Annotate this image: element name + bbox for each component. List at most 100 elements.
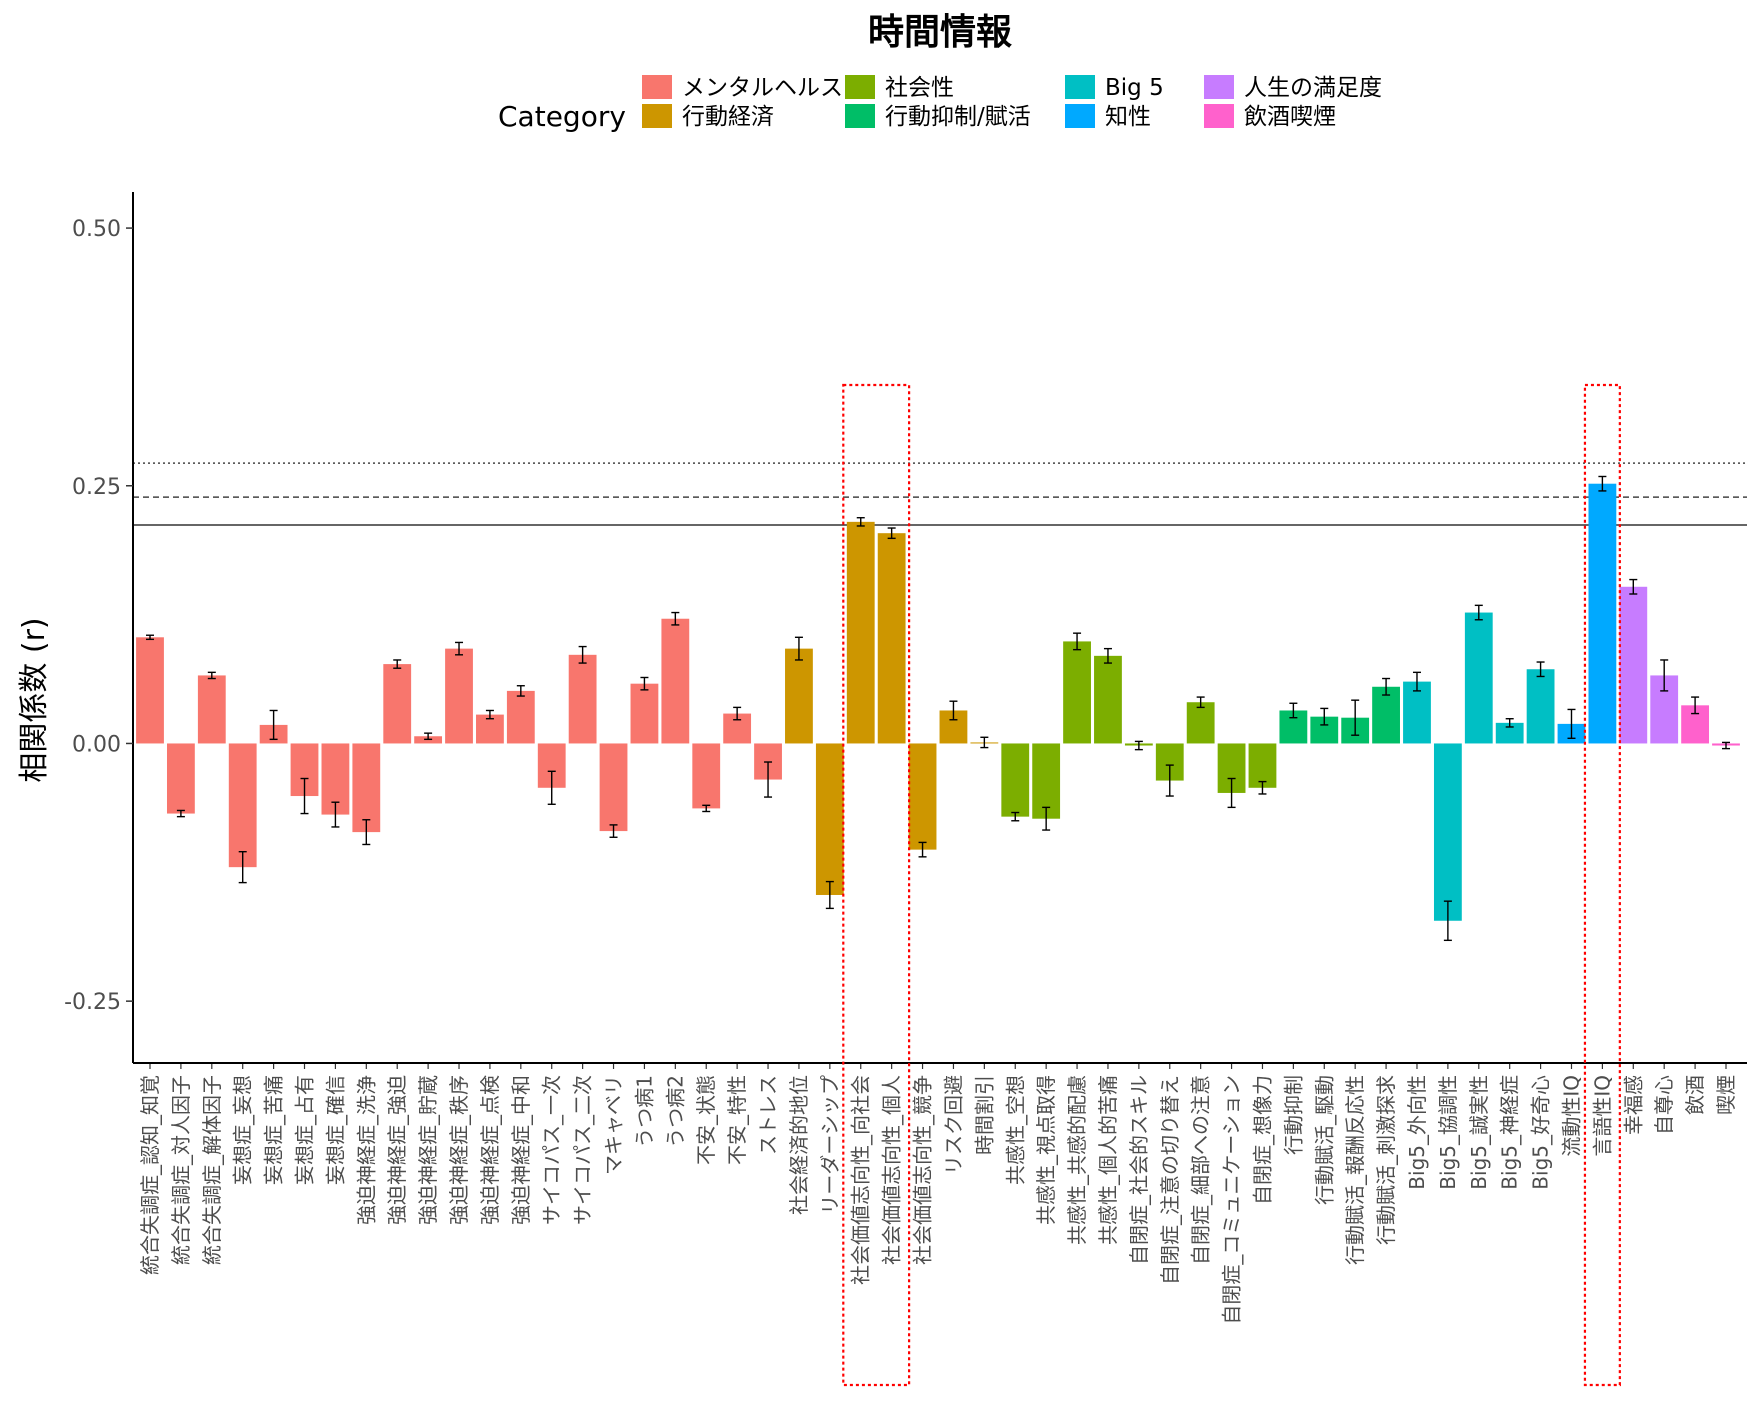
x-tick-label: 共感性_個人的苦痛 — [1096, 1075, 1120, 1245]
x-tick-label: 自閉症_社会的スキル — [1127, 1075, 1151, 1265]
bar — [136, 637, 164, 744]
legend-label: 行動経済 — [682, 104, 774, 130]
x-tick-label: 行動賦活_刺激探求 — [1374, 1075, 1398, 1245]
x-tick-label: Big5_誠実性 — [1467, 1075, 1491, 1190]
x-tick-label: 自閉症_想像力 — [1250, 1075, 1274, 1205]
legend-title: Category — [498, 100, 626, 133]
legend-key — [1065, 104, 1095, 128]
x-tick-label: 強迫神経症_洗浄 — [354, 1075, 378, 1225]
x-tick-label: 社会価値志向性_競争 — [911, 1075, 935, 1265]
x-tick-label: 強迫神経症_強迫 — [385, 1075, 409, 1225]
bar — [846, 521, 875, 744]
x-tick-label: 強迫神経症_貯蔵 — [416, 1075, 440, 1225]
reference-lines — [133, 462, 1747, 526]
bar — [352, 743, 381, 833]
bar — [815, 743, 844, 895]
bar — [877, 533, 906, 744]
bar — [1526, 669, 1555, 744]
x-tick-label: 妄想症_妄想 — [231, 1075, 255, 1185]
y-tick-label: 0.00 — [72, 732, 121, 757]
chart-title: 時間情報 — [868, 12, 1012, 53]
bar — [1186, 702, 1215, 744]
x-tick-label: 統合失調症_認知_知覚 — [138, 1075, 162, 1275]
x-tick-label: 不安_状態 — [694, 1075, 718, 1165]
legend-key — [1065, 75, 1095, 99]
x-tick-label: 統合失調症_対人因子 — [169, 1075, 193, 1265]
x-tick-label: 統合失調症_解体因子 — [200, 1075, 224, 1265]
x-tick-label: 喫煙 — [1714, 1075, 1738, 1115]
legend-label: 行動抑制/賦活 — [885, 104, 1031, 130]
error-bars — [146, 475, 1730, 942]
bar — [1001, 743, 1030, 817]
bar — [1032, 743, 1061, 819]
legend-label: 飲酒喫煙 — [1244, 104, 1336, 130]
x-tick-label: サイコパス_二次 — [571, 1075, 595, 1225]
bar — [383, 664, 412, 744]
bar — [1619, 586, 1648, 744]
x-tick-label: 社会価値志向性_向社会 — [849, 1075, 873, 1285]
bar — [1433, 743, 1462, 921]
x-tick-label: リスク回避 — [941, 1075, 965, 1175]
y-tick-label: 0.25 — [72, 475, 121, 500]
bar — [1248, 743, 1277, 788]
x-tick-label: Big5_神経症 — [1498, 1075, 1522, 1190]
legend-key — [1204, 75, 1234, 99]
bar — [908, 743, 937, 850]
x-tick-label: 行動賦活_駆動 — [1312, 1075, 1336, 1205]
y-tick-label: 0.50 — [72, 217, 121, 242]
x-tick-label: 共感性_共感的配慮 — [1065, 1075, 1089, 1245]
x-tick-label: 強迫神経症_秩序 — [447, 1075, 471, 1225]
x-tick-label: 飲酒 — [1683, 1075, 1707, 1115]
highlight-box — [842, 383, 911, 1387]
y-axis: -0.25 0.00 0.25 0.50 — [64, 192, 134, 1063]
y-tick-label: -0.25 — [64, 990, 121, 1015]
x-tick-label: 社会経済的地位 — [787, 1075, 811, 1215]
x-tick-label: サイコパス_一次 — [540, 1075, 564, 1225]
x-tick-label: 行動賦活_報酬反応性 — [1343, 1075, 1367, 1265]
bar — [568, 654, 597, 744]
x-tick-label: 自閉症_注意の切り替え — [1158, 1075, 1182, 1285]
x-tick-label: 妄想症_確信 — [323, 1075, 347, 1185]
legend-label: 知性 — [1105, 104, 1151, 130]
bar — [1094, 655, 1122, 744]
x-axis: 統合失調症_認知_知覚 統合失調症_対人因子 統合失調症_解体因子 妄想症_妄想 妄想症… — [133, 1062, 1747, 1325]
bar — [1464, 612, 1493, 744]
legend-key — [1204, 104, 1234, 128]
bar — [1495, 722, 1524, 744]
bar — [1372, 686, 1400, 744]
x-tick-label: 時間割引 — [972, 1075, 996, 1155]
x-tick-label: 強迫神経症_中和 — [509, 1075, 533, 1225]
legend-key — [845, 75, 875, 99]
x-tick-label: 自閉症_コミュニケーション — [1220, 1075, 1244, 1325]
x-tick-label: うつ病1 — [632, 1075, 656, 1148]
bar — [197, 675, 226, 744]
bar — [166, 743, 195, 814]
x-tick-label: 妄想症_苦痛 — [262, 1075, 286, 1185]
legend-key — [642, 75, 672, 99]
x-tick-label: 流動性IQ — [1559, 1075, 1583, 1157]
highlight-box — [1583, 383, 1621, 1387]
x-tick-label: Big5_外向性 — [1405, 1075, 1429, 1190]
bar — [661, 618, 690, 744]
x-tick-label: Big5_協調性 — [1436, 1075, 1460, 1190]
x-tick-label: 幸福感 — [1621, 1075, 1645, 1135]
y-axis-label: 相関係数 (r) — [17, 617, 52, 782]
x-tick-label: 強迫神経症_点検 — [478, 1075, 502, 1225]
bar — [506, 690, 535, 744]
x-tick-label: 妄想症_占有 — [293, 1075, 317, 1185]
bar — [1403, 681, 1431, 744]
legend-key — [845, 104, 875, 128]
x-tick-label: 不安_特性 — [725, 1075, 749, 1165]
x-tick-label: 自閉症_細部への注意 — [1189, 1075, 1213, 1265]
legend-label: Big 5 — [1105, 75, 1164, 101]
legend-label: 社会性 — [885, 75, 954, 101]
x-tick-label: ストレス — [756, 1075, 780, 1155]
legend-label: 人生の満足度 — [1244, 75, 1382, 101]
bar — [228, 743, 257, 868]
x-tick-label: 行動抑制 — [1281, 1075, 1305, 1155]
legend-label: メンタルヘルス — [682, 75, 843, 101]
bar — [692, 743, 721, 809]
x-tick-label: Big5_好奇心 — [1529, 1075, 1553, 1190]
